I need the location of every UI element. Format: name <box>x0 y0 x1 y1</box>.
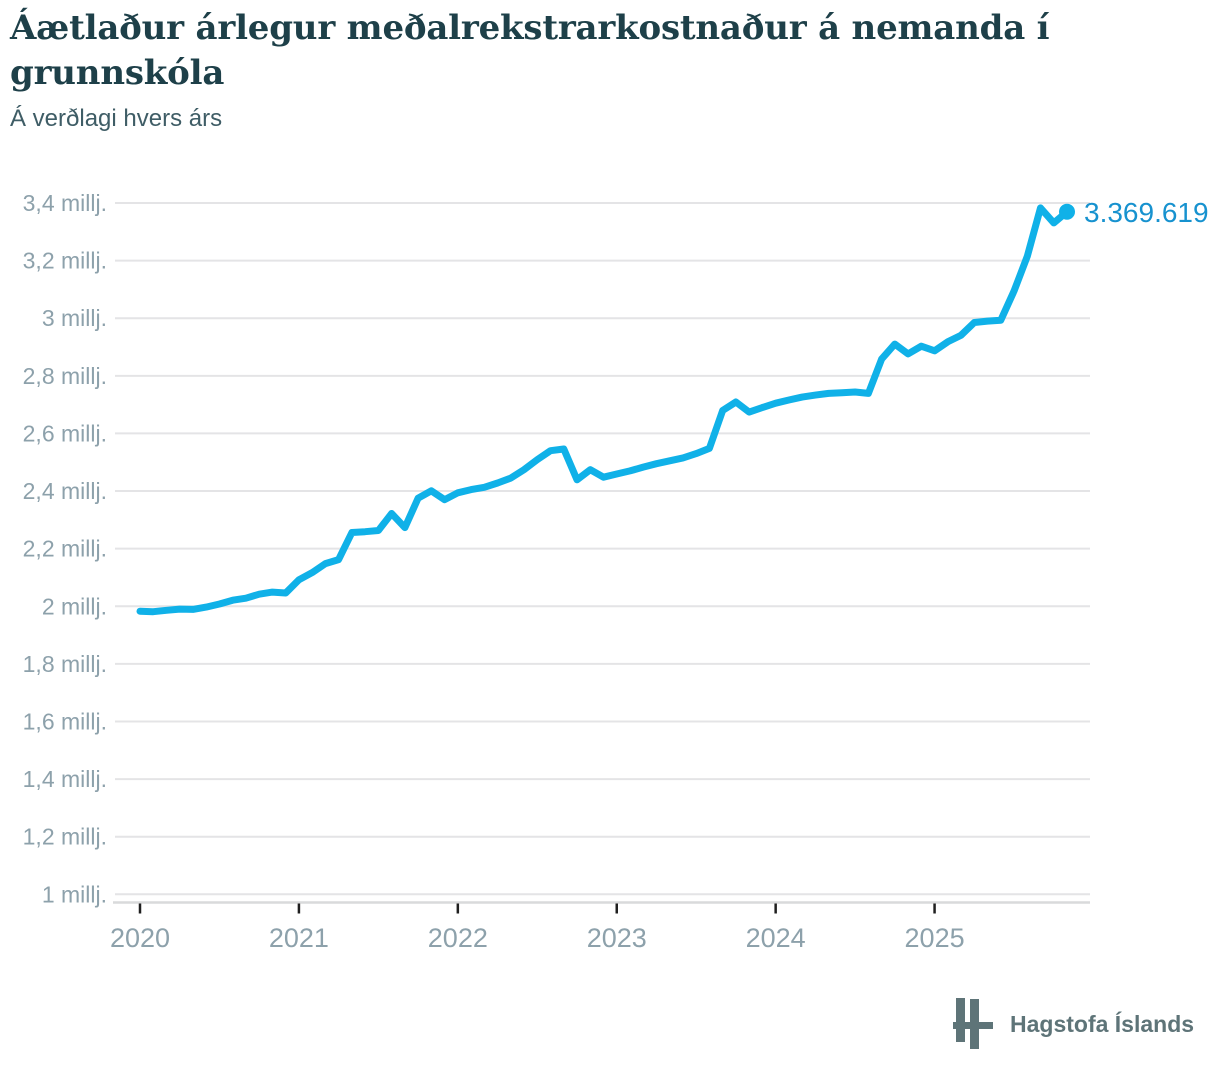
y-tick-label: 2,8 millj. <box>23 363 107 389</box>
last-value-label: 3.369.619 <box>1084 197 1209 228</box>
y-tick-label: 2,4 millj. <box>23 478 107 504</box>
y-tick-label: 3 millj. <box>42 305 107 331</box>
chart-header: Áætlaður árlegur meðalrekstrarkostnaður … <box>10 6 1200 133</box>
y-tick-label: 1,6 millj. <box>23 708 107 734</box>
logo-left-bar <box>956 998 965 1042</box>
chart-subtitle: Á verðlagi hvers árs <box>10 104 223 132</box>
brand-name: Hagstofa Íslands <box>1010 1011 1195 1037</box>
y-tick-label: 2 millj. <box>42 593 107 619</box>
x-tick-label: 2024 <box>746 923 806 953</box>
hagstofa-logo-icon <box>953 998 994 1049</box>
y-tick-label: 1,4 millj. <box>23 766 107 792</box>
footer-brand: Hagstofa Íslands <box>953 998 1213 1052</box>
y-tick-label: 3,4 millj. <box>23 190 107 216</box>
data-line[interactable] <box>136 204 1071 616</box>
x-tick-label: 2022 <box>428 923 488 953</box>
x-tick-label: 2021 <box>269 923 329 953</box>
y-tick-label: 1,2 millj. <box>23 824 107 850</box>
x-tick-label: 2023 <box>587 923 647 953</box>
chart-title: Áætlaður árlegur meðalrekstrarkostnaður … <box>10 8 1050 93</box>
y-tick-label: 2,6 millj. <box>23 420 107 446</box>
last-point-marker[interactable] <box>1059 203 1075 220</box>
y-tick-label: 1,8 millj. <box>23 651 107 677</box>
x-tick-label: 2025 <box>905 923 965 953</box>
y-tick-label: 3,2 millj. <box>23 248 107 274</box>
logo-right-bar <box>970 999 979 1049</box>
y-tick-label: 1 millj. <box>42 881 107 907</box>
y-tick-label: 2,2 millj. <box>23 536 107 562</box>
x-tick-label: 2020 <box>110 923 170 953</box>
